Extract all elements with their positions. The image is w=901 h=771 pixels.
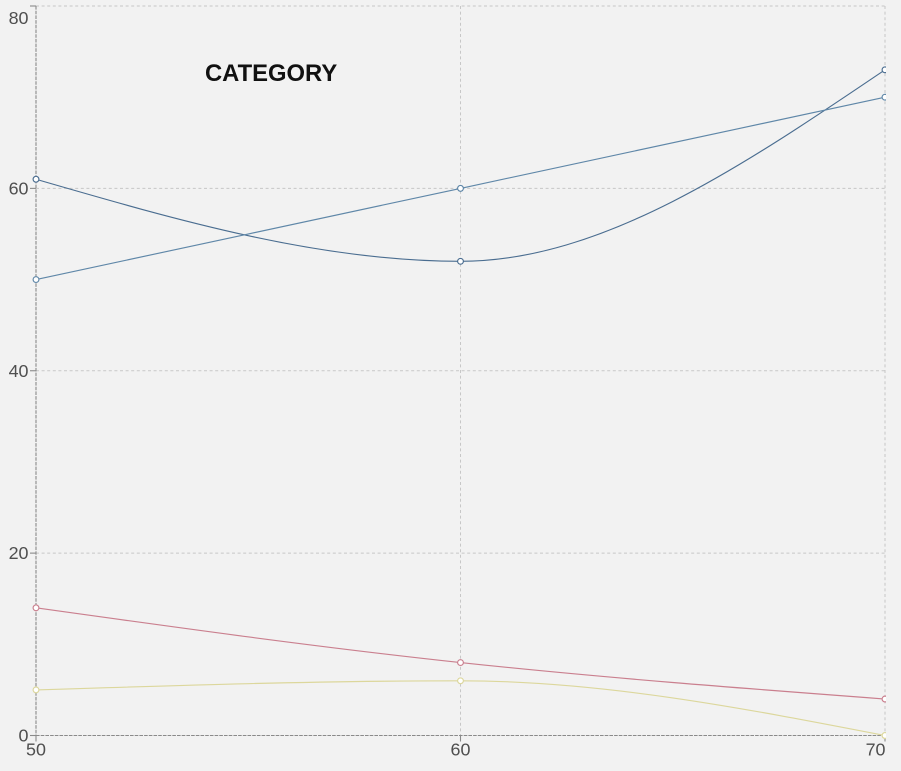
svg-text:60: 60 [9,178,29,198]
svg-text:20: 20 [9,543,29,563]
svg-text:60: 60 [451,740,471,760]
svg-text:50: 50 [26,740,46,760]
svg-text:CATEGORY: CATEGORY [205,60,337,87]
svg-text:0: 0 [19,726,29,746]
svg-text:80: 80 [9,8,29,28]
svg-text:40: 40 [9,361,29,381]
svg-text:70: 70 [866,740,886,760]
